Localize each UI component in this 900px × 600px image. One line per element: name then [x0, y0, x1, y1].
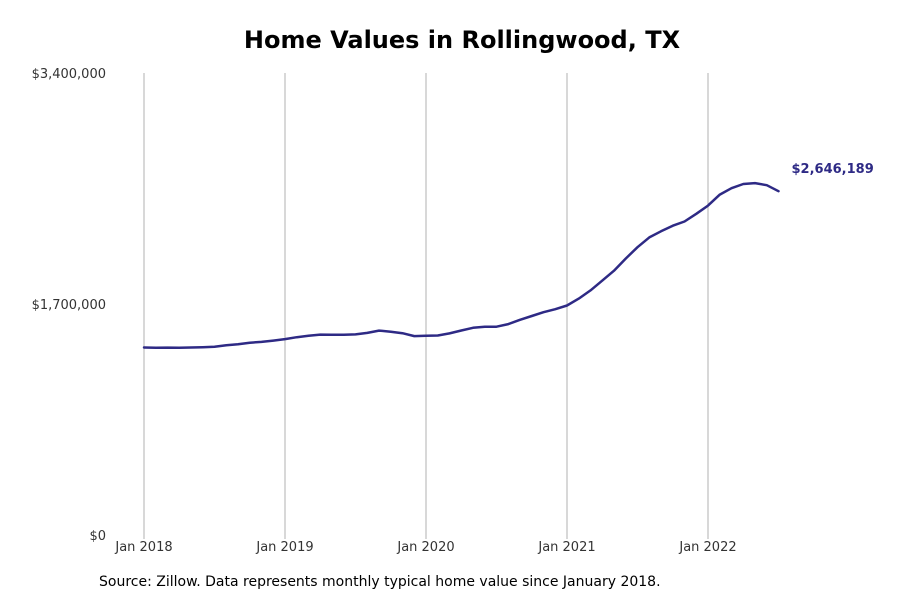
series-line	[142, 181, 780, 350]
y-tick-label: $1,700,000	[32, 298, 106, 313]
y-tick-label: $3,400,000	[32, 67, 106, 82]
y-tick-label: $0	[89, 529, 106, 544]
source-note: Source: Zillow. Data represents monthly …	[99, 574, 661, 590]
x-tick-label: Jan 2018	[114, 540, 172, 555]
chart-title: Home Values in Rollingwood, TX	[243, 26, 681, 54]
x-tick-label: Jan 2021	[537, 540, 595, 555]
x-tick-label: Jan 2019	[255, 540, 313, 555]
x-tick-label: Jan 2020	[396, 540, 454, 555]
x-tick-label: Jan 2022	[678, 540, 736, 555]
end-value-label: $2,646,189	[792, 162, 874, 177]
